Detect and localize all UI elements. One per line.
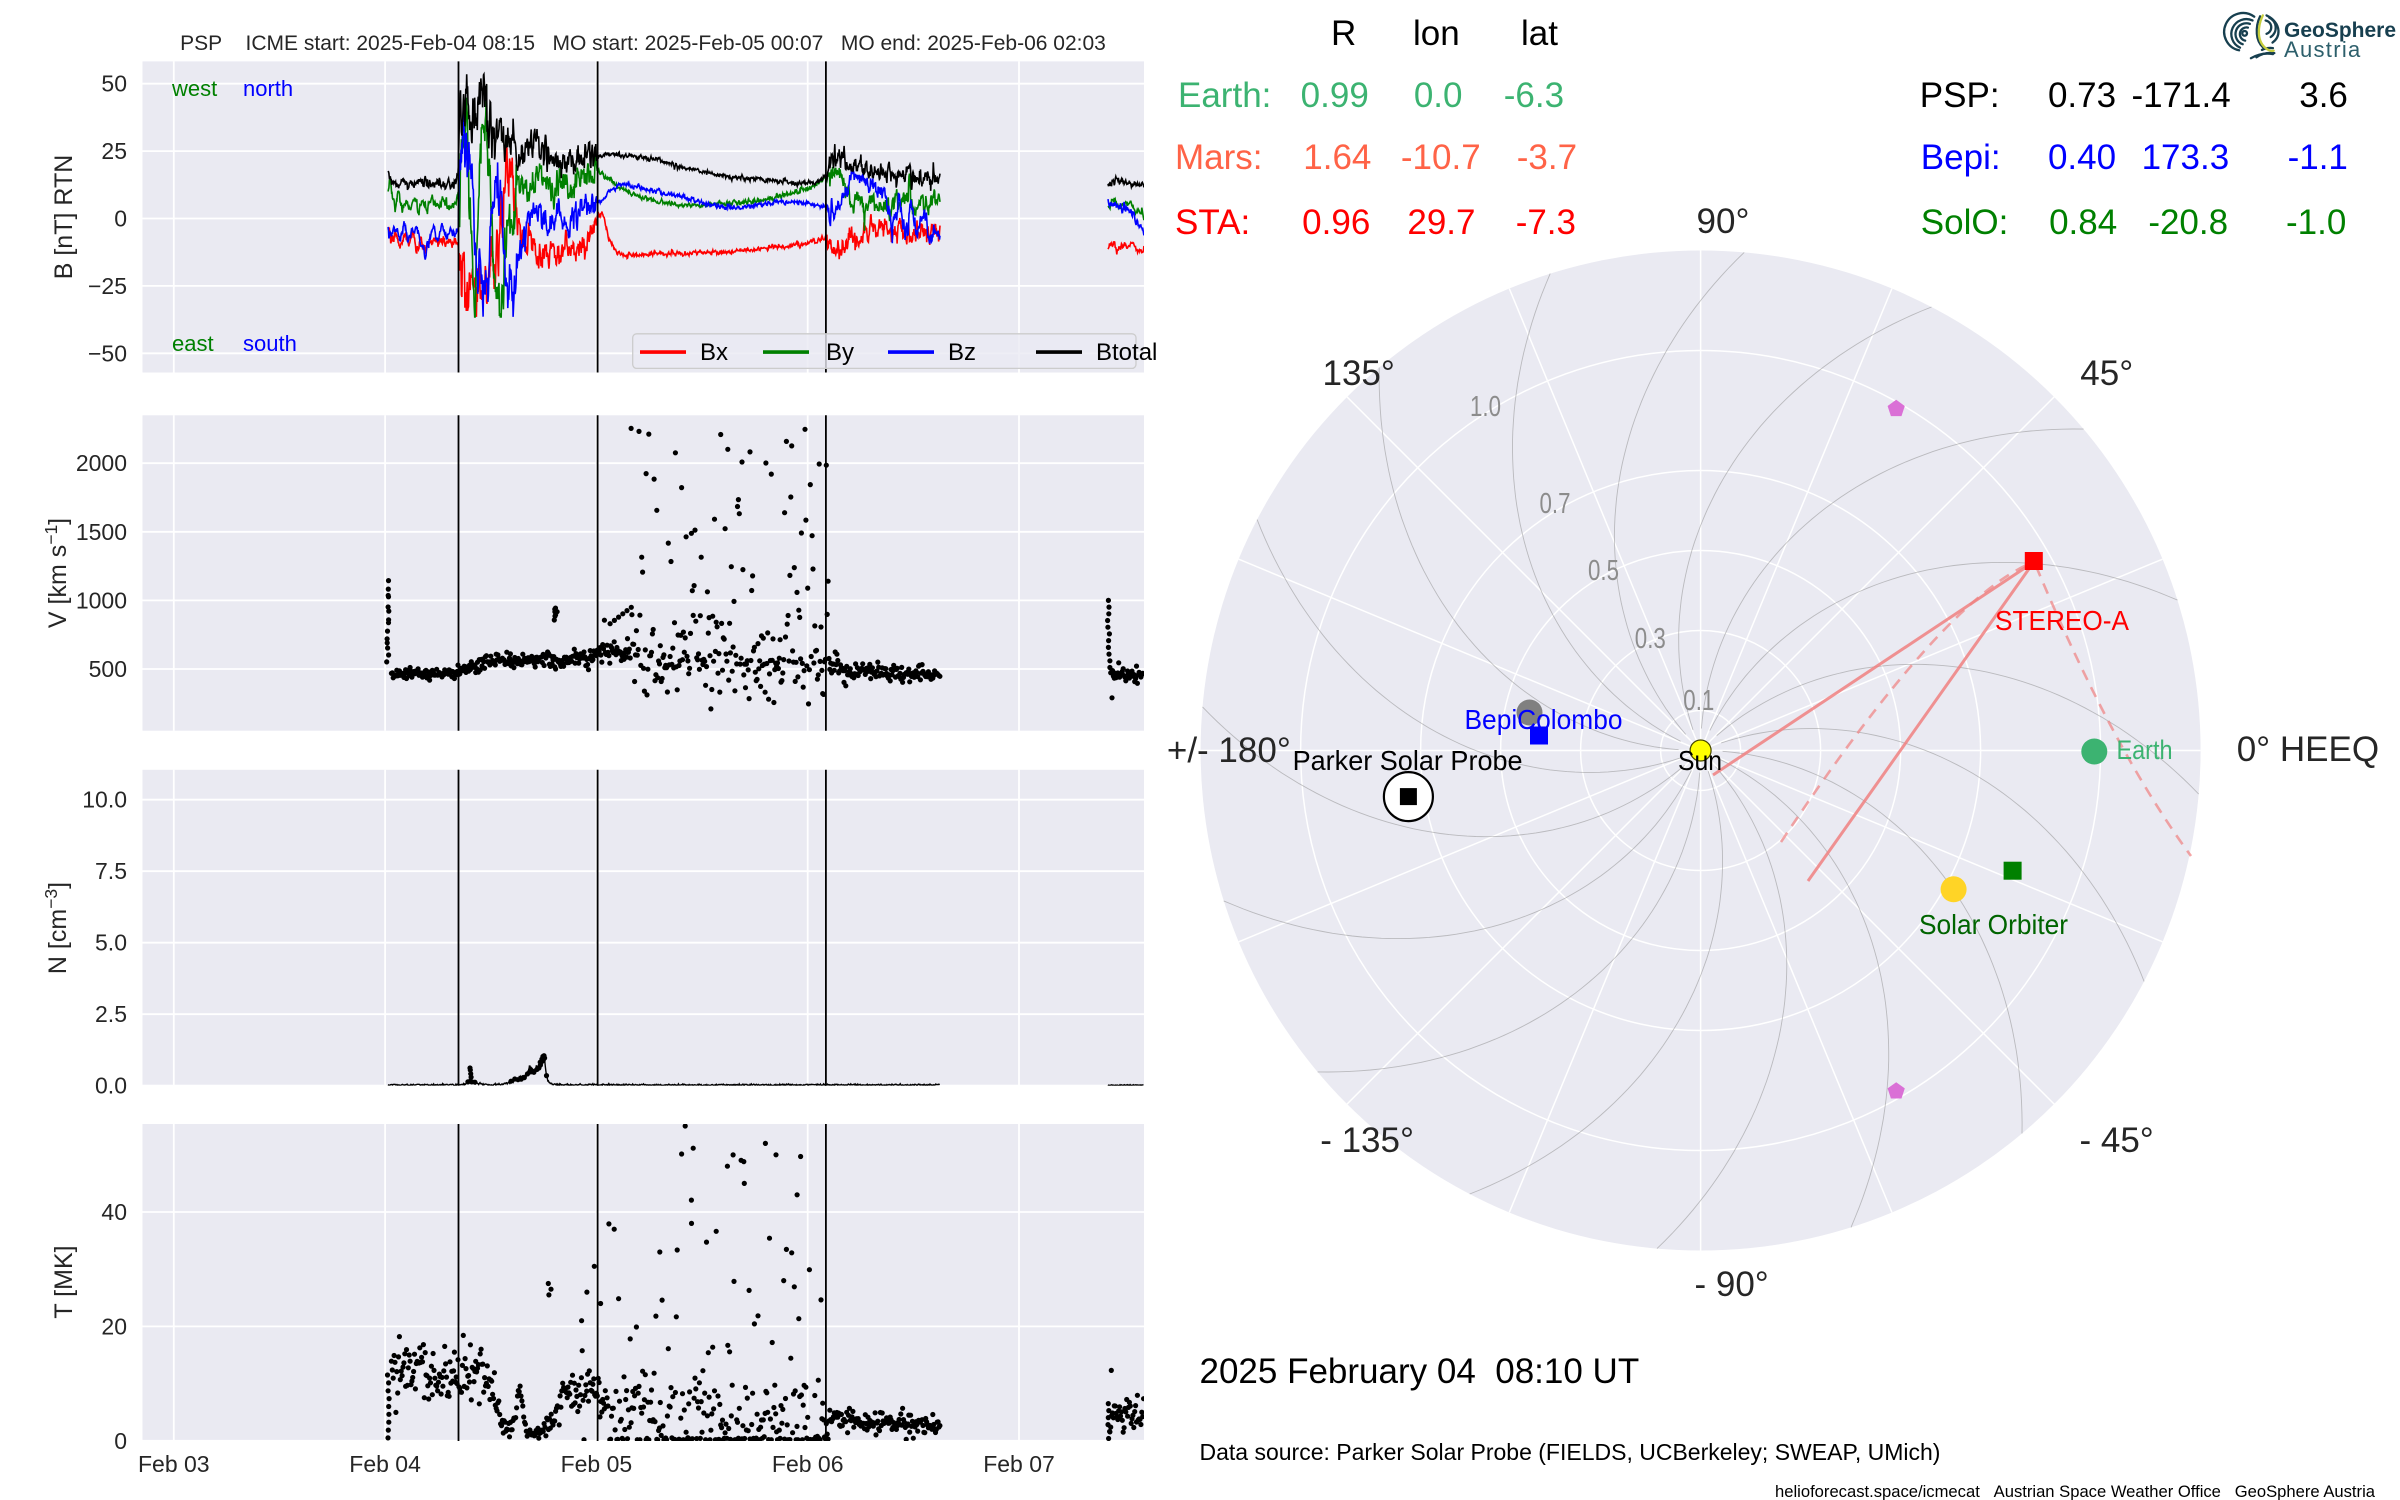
- svg-text:1500: 1500: [76, 519, 127, 545]
- svg-text:1.0: 1.0: [1470, 391, 1501, 423]
- svg-text:T [MK]: T [MK]: [50, 1245, 78, 1318]
- svg-text:135°: 135°: [1323, 354, 1395, 393]
- svg-text:20: 20: [101, 1313, 127, 1339]
- svg-text:north: north: [243, 76, 293, 101]
- svg-text:Bepi:: Bepi:: [1921, 138, 2001, 177]
- svg-text:R: R: [1331, 14, 1356, 53]
- svg-text:STEREO-A: STEREO-A: [1995, 605, 2129, 636]
- svg-text:Feb 07: Feb 07: [983, 1451, 1055, 1477]
- svg-text:10.0: 10.0: [82, 787, 127, 813]
- svg-text:Bx: Bx: [700, 339, 728, 366]
- svg-text:Earth: Earth: [2117, 735, 2173, 765]
- svg-text:-1.1: -1.1: [2288, 138, 2348, 177]
- svg-text:0.1: 0.1: [1683, 685, 1714, 717]
- svg-text:Sun: Sun: [1678, 745, 1722, 776]
- svg-text:Parker Solar Probe: Parker Solar Probe: [1293, 745, 1523, 776]
- svg-text:-10.7: -10.7: [1401, 138, 1481, 177]
- svg-text:Feb 04: Feb 04: [349, 1451, 421, 1477]
- svg-text:0: 0: [114, 206, 127, 232]
- svg-text:BepiColombo: BepiColombo: [1465, 704, 1623, 735]
- svg-text:Btotal: Btotal: [1096, 339, 1157, 366]
- svg-text:0.40: 0.40: [2048, 138, 2116, 177]
- svg-text:2.5: 2.5: [95, 1001, 127, 1027]
- svg-text:0.84: 0.84: [2049, 203, 2117, 242]
- svg-text:7.5: 7.5: [95, 858, 127, 884]
- svg-text:0.0: 0.0: [95, 1073, 127, 1099]
- svg-text:STA:: STA:: [1175, 203, 1250, 242]
- svg-text:Feb 06: Feb 06: [772, 1451, 844, 1477]
- svg-text:0.3: 0.3: [1635, 623, 1666, 655]
- svg-text:500: 500: [89, 656, 127, 682]
- svg-text:south: south: [243, 331, 297, 356]
- svg-text:−25: −25: [88, 273, 127, 299]
- svg-text:Earth:: Earth:: [1178, 76, 1271, 115]
- svg-text:Bz: Bz: [948, 339, 976, 366]
- svg-text:2000: 2000: [76, 450, 127, 476]
- svg-text:0.7: 0.7: [1540, 488, 1571, 520]
- svg-text:0.0: 0.0: [1414, 76, 1463, 115]
- svg-text:Feb 05: Feb 05: [561, 1451, 633, 1477]
- svg-text:By: By: [826, 339, 854, 366]
- svg-text:3.6: 3.6: [2299, 76, 2348, 115]
- svg-text:- 45°: - 45°: [2080, 1121, 2154, 1160]
- svg-text:0.96: 0.96: [1302, 203, 1370, 242]
- svg-text:40: 40: [101, 1199, 127, 1225]
- svg-text:50: 50: [101, 71, 127, 97]
- svg-text:2025 February 04 08:10 UT: 2025 February 04 08:10 UT: [1200, 1352, 1640, 1391]
- svg-text:helioforecast.space/icmecat: helioforecast.space/icmecat Austrian Spa…: [1775, 1482, 2376, 1500]
- svg-text:1.64: 1.64: [1303, 138, 1371, 177]
- svg-text:1000: 1000: [76, 587, 127, 613]
- svg-text:90°: 90°: [1697, 202, 1750, 241]
- svg-text:east: east: [172, 331, 214, 356]
- svg-text:+/- 180°: +/- 180°: [1167, 731, 1291, 770]
- svg-text:Mars:: Mars:: [1175, 138, 1263, 177]
- svg-text:B [nT] RTN: B [nT] RTN: [50, 155, 78, 280]
- svg-text:lon: lon: [1413, 14, 1460, 53]
- svg-text:29.7: 29.7: [1407, 203, 1475, 242]
- svg-text:45°: 45°: [2080, 354, 2133, 393]
- svg-text:0.73: 0.73: [2048, 76, 2116, 115]
- svg-text:Solar Orbiter: Solar Orbiter: [1919, 909, 2068, 940]
- svg-text:lat: lat: [1521, 14, 1558, 53]
- svg-text:-20.8: -20.8: [2148, 203, 2228, 242]
- svg-text:GeoSphere: GeoSphere: [2284, 19, 2396, 42]
- svg-text:Data source: Parker Solar Prob: Data source: Parker Solar Probe (FIELDS,…: [1200, 1439, 1941, 1465]
- svg-text:west: west: [171, 76, 217, 101]
- svg-text:0.99: 0.99: [1301, 76, 1369, 115]
- svg-text:- 135°: - 135°: [1320, 1121, 1414, 1160]
- svg-text:−50: −50: [88, 340, 127, 366]
- svg-text:-3.7: -3.7: [1517, 138, 1577, 177]
- svg-text:0: 0: [114, 1428, 127, 1454]
- svg-text:- 90°: - 90°: [1695, 1265, 1769, 1304]
- svg-text:0.5: 0.5: [1588, 555, 1619, 587]
- svg-text:5.0: 5.0: [95, 930, 127, 956]
- svg-text:Feb 03: Feb 03: [138, 1451, 210, 1477]
- svg-text:-1.0: -1.0: [2286, 203, 2346, 242]
- svg-text:-171.4: -171.4: [2131, 76, 2230, 115]
- svg-text:173.3: 173.3: [2142, 138, 2230, 177]
- svg-text:-6.3: -6.3: [1504, 76, 1564, 115]
- svg-text:0° HEEQ: 0° HEEQ: [2237, 730, 2379, 769]
- svg-text:SolO:: SolO:: [1921, 203, 2009, 242]
- svg-text:PSP:: PSP:: [1920, 76, 2000, 115]
- svg-text:-7.3: -7.3: [1516, 203, 1576, 242]
- svg-text:25: 25: [101, 138, 127, 164]
- svg-text:PSP ICME start: 2025-Feb-04: PSP ICME start: 2025-Feb-04 08:15 MO sta…: [180, 32, 1106, 55]
- svg-text:Austria: Austria: [2284, 37, 2362, 62]
